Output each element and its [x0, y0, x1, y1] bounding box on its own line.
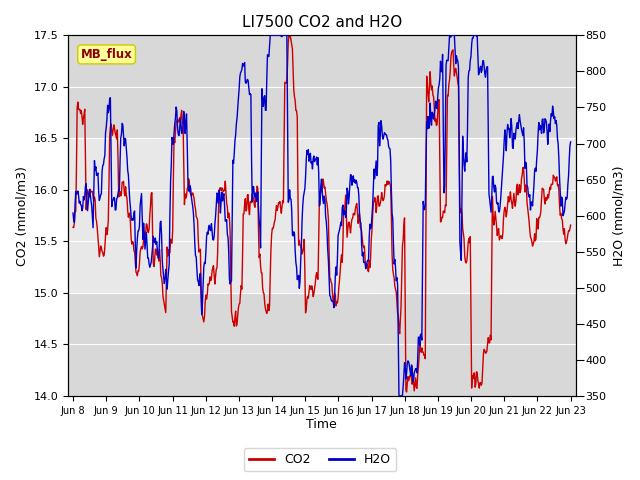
Legend: CO2, H2O: CO2, H2O — [244, 448, 396, 471]
Text: MB_flux: MB_flux — [81, 48, 132, 61]
Y-axis label: CO2 (mmol/m3): CO2 (mmol/m3) — [15, 166, 28, 265]
X-axis label: Time: Time — [307, 419, 337, 432]
Y-axis label: H2O (mmol/m3): H2O (mmol/m3) — [612, 166, 625, 266]
Bar — [68, 138, 575, 293]
Title: LI7500 CO2 and H2O: LI7500 CO2 and H2O — [242, 15, 402, 30]
